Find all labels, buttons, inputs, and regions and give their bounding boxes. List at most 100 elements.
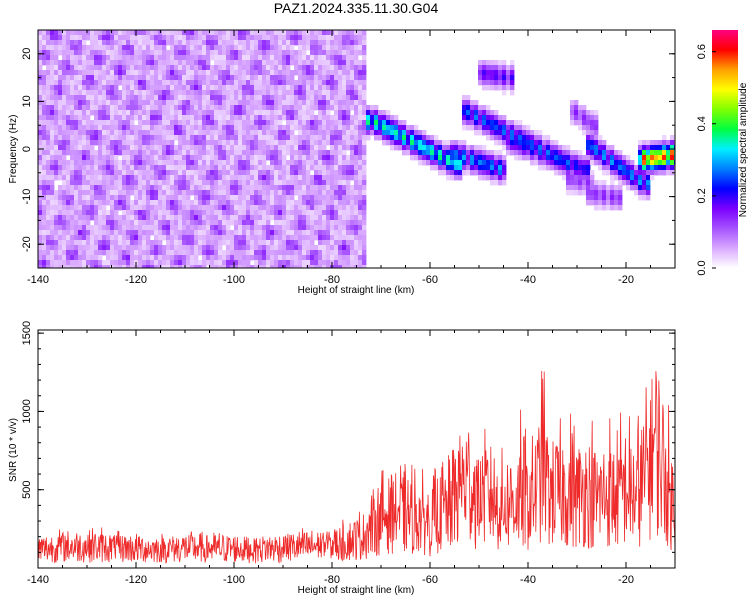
heatmap-cell <box>278 250 283 256</box>
heatmap-cell <box>362 110 367 116</box>
heatmap-cell <box>146 115 151 121</box>
heatmap-cell <box>418 155 423 161</box>
heatmap-cell <box>666 165 671 171</box>
heatmap-cell <box>70 160 75 166</box>
heatmap-cell <box>490 120 495 126</box>
heatmap-cell <box>238 250 243 256</box>
heatmap-cell <box>542 160 547 166</box>
heatmap-cell <box>518 135 523 141</box>
heatmap-cell <box>346 140 351 146</box>
heatmap-cell <box>86 160 91 166</box>
heatmap-cell <box>358 95 363 101</box>
heatmap-cell <box>170 145 175 151</box>
heatmap-cell <box>330 250 335 256</box>
heatmap-cell <box>590 135 595 141</box>
colorbar-tick-label: 0.6 <box>696 44 708 59</box>
heatmap-cell <box>170 240 175 246</box>
heatmap-cell <box>322 215 327 221</box>
heatmap-cell <box>354 165 359 171</box>
heatmap-cell <box>42 220 47 226</box>
heatmap-cell <box>186 125 191 131</box>
heatmap-cell <box>346 50 351 56</box>
heatmap-cell <box>290 105 295 111</box>
heatmap-cell <box>334 110 339 116</box>
heatmap-cell <box>278 65 283 71</box>
heatmap-cell <box>158 120 163 126</box>
heatmap-cell <box>338 90 343 96</box>
heatmap-cell <box>126 115 131 121</box>
heatmap-cell <box>90 150 95 156</box>
heatmap-cell <box>398 140 403 146</box>
heatmap-cell <box>210 85 215 91</box>
heatmap-cell <box>66 65 71 71</box>
heatmap-cell <box>314 55 319 61</box>
heatmap-cell <box>286 120 291 126</box>
heatmap-cell <box>174 110 179 116</box>
heatmap-cell <box>290 170 295 176</box>
heatmap-cell <box>442 155 447 161</box>
heatmap-cell <box>86 30 91 36</box>
heatmap-cell <box>278 120 283 126</box>
heatmap-cell <box>122 125 127 131</box>
heatmap-cell <box>182 255 187 261</box>
heatmap-cell <box>286 185 291 191</box>
heatmap-cell <box>98 145 103 151</box>
heatmap-cell <box>342 220 347 226</box>
heatmap-cell <box>358 90 363 96</box>
heatmap-cell <box>634 175 639 181</box>
heatmap-cell <box>354 250 359 256</box>
heatmap-cell <box>222 95 227 101</box>
heatmap-cell <box>58 40 63 46</box>
heatmap-cell <box>250 245 255 251</box>
heatmap-cell <box>118 140 123 146</box>
heatmap-cell <box>302 100 307 106</box>
heatmap-cell <box>162 220 167 226</box>
heatmap-cell <box>334 65 339 71</box>
heatmap-cell <box>546 155 551 161</box>
heatmap-cell <box>294 30 299 36</box>
heatmap-cell <box>158 35 163 41</box>
heatmap-cell <box>526 145 531 151</box>
heatmap-cell <box>298 35 303 41</box>
heatmap-cell <box>222 130 227 136</box>
heatmap-cell <box>82 100 87 106</box>
heatmap-cell <box>290 30 295 36</box>
heatmap-cell <box>42 135 47 141</box>
heatmap-cell <box>142 100 147 106</box>
heatmap-cell <box>150 165 155 171</box>
heatmap-cell <box>38 225 43 231</box>
heatmap-cell <box>338 35 343 41</box>
heatmap-cell <box>238 95 243 101</box>
heatmap-cell <box>618 190 623 196</box>
heatmap-cell <box>122 75 127 81</box>
heatmap-cell <box>110 45 115 51</box>
heatmap-cell <box>282 235 287 241</box>
heatmap-cell <box>302 105 307 111</box>
heatmap-cell <box>238 120 243 126</box>
heatmap-cell <box>114 215 119 221</box>
heatmap-cell <box>246 150 251 156</box>
heatmap-cell <box>254 95 259 101</box>
heatmap-cell <box>98 80 103 86</box>
heatmap-cell <box>342 195 347 201</box>
heatmap-cell <box>234 65 239 71</box>
heatmap-cell <box>130 145 135 151</box>
heatmap-cell <box>258 160 263 166</box>
heatmap-cell <box>282 135 287 141</box>
heatmap-cell <box>310 75 315 81</box>
heatmap-cell <box>546 150 551 156</box>
heatmap-cell <box>326 135 331 141</box>
heatmap-cell <box>190 245 195 251</box>
heatmap-cell <box>186 175 191 181</box>
heatmap-cell <box>182 155 187 161</box>
heatmap-cell <box>110 85 115 91</box>
heatmap-cell <box>190 265 195 268</box>
heatmap-cell <box>50 30 55 36</box>
heatmap-cell <box>190 155 195 161</box>
heatmap-cell <box>242 140 247 146</box>
heatmap-cell <box>598 180 603 186</box>
heatmap-cell <box>270 205 275 211</box>
heatmap-cell <box>178 55 183 61</box>
heatmap-cell <box>522 155 527 161</box>
heatmap-cell <box>54 100 59 106</box>
